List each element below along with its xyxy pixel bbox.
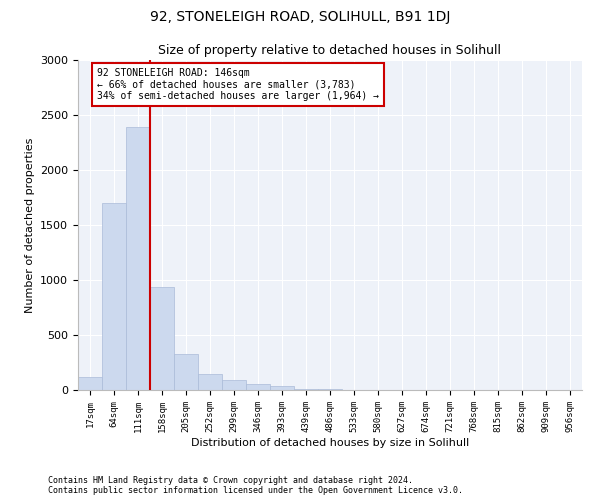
X-axis label: Distribution of detached houses by size in Solihull: Distribution of detached houses by size … (191, 438, 469, 448)
Text: Contains HM Land Registry data © Crown copyright and database right 2024.
Contai: Contains HM Land Registry data © Crown c… (48, 476, 463, 495)
Bar (270, 386, 294, 390)
Bar (246, 384, 270, 390)
Bar (174, 354, 198, 390)
Y-axis label: Number of detached properties: Number of detached properties (25, 138, 35, 312)
Bar (294, 389, 318, 390)
Bar (102, 203, 126, 390)
Bar (78, 377, 102, 390)
Bar (198, 374, 222, 390)
Text: 92 STONELEIGH ROAD: 146sqm
← 66% of detached houses are smaller (3,783)
34% of s: 92 STONELEIGH ROAD: 146sqm ← 66% of deta… (97, 68, 379, 101)
Text: 92, STONELEIGH ROAD, SOLIHULL, B91 1DJ: 92, STONELEIGH ROAD, SOLIHULL, B91 1DJ (150, 10, 450, 24)
Bar (222, 380, 246, 390)
Bar (126, 127, 150, 390)
Title: Size of property relative to detached houses in Solihull: Size of property relative to detached ho… (158, 44, 502, 58)
Bar (150, 286, 174, 390)
